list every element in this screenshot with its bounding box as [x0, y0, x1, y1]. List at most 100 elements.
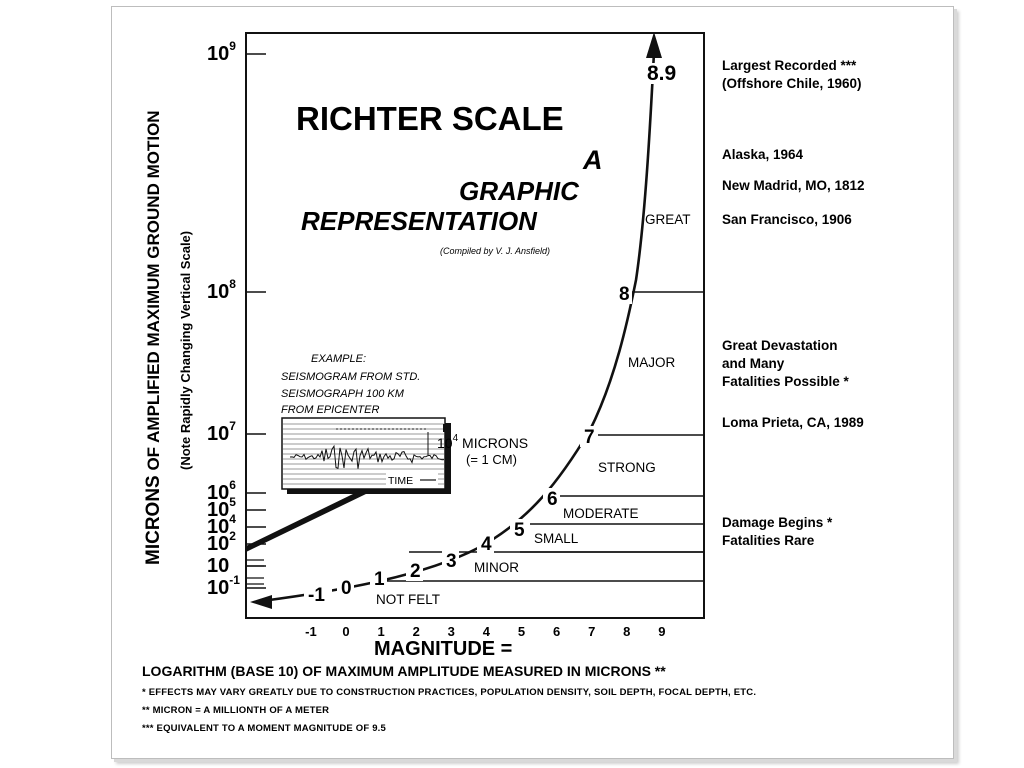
x-tick: 0	[342, 624, 349, 639]
inset-pointer	[246, 493, 368, 552]
x-tick: -1	[305, 624, 317, 639]
event-annotation: San Francisco, 1906	[722, 212, 852, 227]
curve-label: -1	[308, 585, 325, 606]
y-tick-label: 108	[207, 277, 236, 303]
event-annotation: New Madrid, MO, 1812	[722, 178, 865, 193]
chart-paper	[111, 6, 954, 759]
x-tick: 4	[483, 624, 491, 639]
curve-label: 4	[481, 534, 492, 555]
event-annotation: (Offshore Chile, 1960)	[722, 76, 862, 91]
y-axis-label: MICRONS OF AMPLIFIED MAXIMUM GROUND MOTI…	[143, 110, 164, 565]
y-tick: 107	[207, 419, 266, 445]
credit-text: (Compiled by V. J. Ansfield)	[440, 246, 550, 256]
subtitle-line-2: GRAPHIC	[459, 176, 580, 206]
x-tick: 3	[448, 624, 455, 639]
x-tick-label: 7	[588, 624, 595, 639]
y-axis-note: (Note Rapidly Changing Vertical Scale)	[178, 231, 193, 470]
curve-label-bg	[643, 63, 682, 84]
curve-top-arrow	[646, 32, 662, 58]
amplitude-unit: MICRONS	[458, 435, 528, 451]
category-label: MAJOR	[628, 355, 676, 370]
category-label: GREAT	[645, 212, 691, 227]
y-tick-label: 106	[207, 478, 236, 504]
curve-label-bg	[510, 519, 527, 540]
x-tick-label: 6	[553, 624, 560, 639]
category-labels: NOT FELT MINOR SMALL MODERATE STRONG MAJOR GRE…	[376, 212, 691, 607]
curve-label: 7	[584, 427, 595, 448]
curve-label: 8.9	[647, 62, 676, 85]
y-tick: 105	[207, 495, 266, 521]
x-axis-sublabel: LOGARITHM (BASE 10) OF MAXIMUM AMPLITUDE…	[142, 663, 666, 679]
footnote-3: *** EQUIVALENT TO A MOMENT MAGNITUDE OF …	[142, 723, 387, 734]
curve-label-bg	[406, 560, 423, 581]
curve-label: 6	[547, 489, 558, 510]
x-tick-label: 4	[483, 624, 491, 639]
x-tick: 9	[658, 624, 665, 639]
amplitude-equiv: (= 1 CM)	[466, 452, 517, 467]
event-annotation: Great Devastation	[722, 338, 838, 353]
event-annotations: Largest Recorded *** (Offshore Chile, 196…	[722, 58, 865, 548]
subtitle-line-1: A	[582, 145, 603, 175]
x-tick: 8	[623, 624, 630, 639]
curve-label-bg	[615, 283, 632, 304]
event-annotation: Alaska, 1964	[722, 147, 804, 162]
y-tick: 108	[207, 277, 266, 303]
curve-label-bg	[543, 488, 560, 509]
amplitude-label: 104 MICRONS	[437, 433, 528, 451]
chart-title: RICHTER SCALE	[296, 100, 564, 137]
plot-frame	[245, 32, 705, 619]
x-tick-label: 9	[658, 624, 665, 639]
event-annotation: Largest Recorded ***	[722, 58, 857, 73]
curve-left-arrow	[250, 595, 272, 609]
x-tick-label: 5	[518, 624, 525, 639]
category-bands	[376, 291, 704, 582]
x-tick: 2	[413, 624, 420, 639]
y-tick: 109	[207, 39, 266, 65]
x-tick-label: 3	[448, 624, 455, 639]
x-tick: 1	[377, 624, 384, 639]
seismogram-trace	[289, 444, 445, 470]
example-inset: EXAMPLE: SEISMOGRAM FROM STD. SEISMOGRAP…	[246, 353, 528, 552]
event-annotation: Loma Prieta, CA, 1989	[722, 415, 864, 430]
time-label-bg	[386, 473, 438, 487]
x-axis-label: MAGNITUDE =	[374, 638, 512, 660]
curve-label: 3	[446, 551, 457, 572]
y-tick-label: 102	[207, 529, 236, 555]
seismogram-amplitude-marker	[443, 424, 448, 432]
category-label: NOT FELT	[376, 592, 440, 607]
example-line-3: SEISMOGRAPH 100 KM	[281, 388, 405, 400]
curve-label-bg	[370, 568, 387, 589]
example-line-2: SEISMOGRAM FROM STD.	[281, 371, 420, 383]
curve-label: 2	[410, 561, 421, 582]
event-annotation: Fatalities Possible *	[722, 374, 850, 389]
curve-label: 0	[341, 578, 352, 599]
time-label: TIME	[388, 475, 413, 487]
x-tick: 6	[553, 624, 560, 639]
curve-label-bg	[337, 577, 354, 598]
curve-label-bg	[477, 533, 494, 554]
event-annotation: Damage Begins *	[722, 515, 833, 530]
y-tick: 10-1	[207, 573, 266, 599]
curve-label: 8	[619, 284, 630, 305]
curve-magnitude-labels: -1 0 1 2 3 4 5 6 7 8 8.9	[304, 62, 682, 606]
x-tick-label: 0	[342, 624, 349, 639]
category-label: MINOR	[474, 560, 519, 575]
y-tick-label: 109	[207, 39, 236, 65]
x-tick-label: 2	[413, 624, 420, 639]
y-tick-label: 104	[207, 512, 236, 538]
y-tick: 106	[207, 478, 266, 504]
x-axis-ticks: -1 0 1 2 3 4 5 6 7 8 9	[305, 624, 665, 639]
curve-label-bg	[304, 584, 332, 605]
event-annotation: Fatalities Rare	[722, 533, 815, 548]
y-tick-label: 10-1	[207, 573, 240, 599]
y-tick-label: 107	[207, 419, 236, 445]
example-line-1: EXAMPLE:	[311, 353, 366, 365]
footnote-1: * EFFECTS MAY VARY GREATLY DUE TO CONSTR…	[142, 687, 756, 698]
event-annotation: and Many	[722, 356, 785, 371]
y-tick-label: 10	[207, 555, 229, 577]
curve-label: 1	[374, 569, 385, 590]
x-tick: 5	[518, 624, 525, 639]
x-tick: 7	[588, 624, 595, 639]
example-line-4: FROM EPICENTER	[281, 404, 379, 416]
